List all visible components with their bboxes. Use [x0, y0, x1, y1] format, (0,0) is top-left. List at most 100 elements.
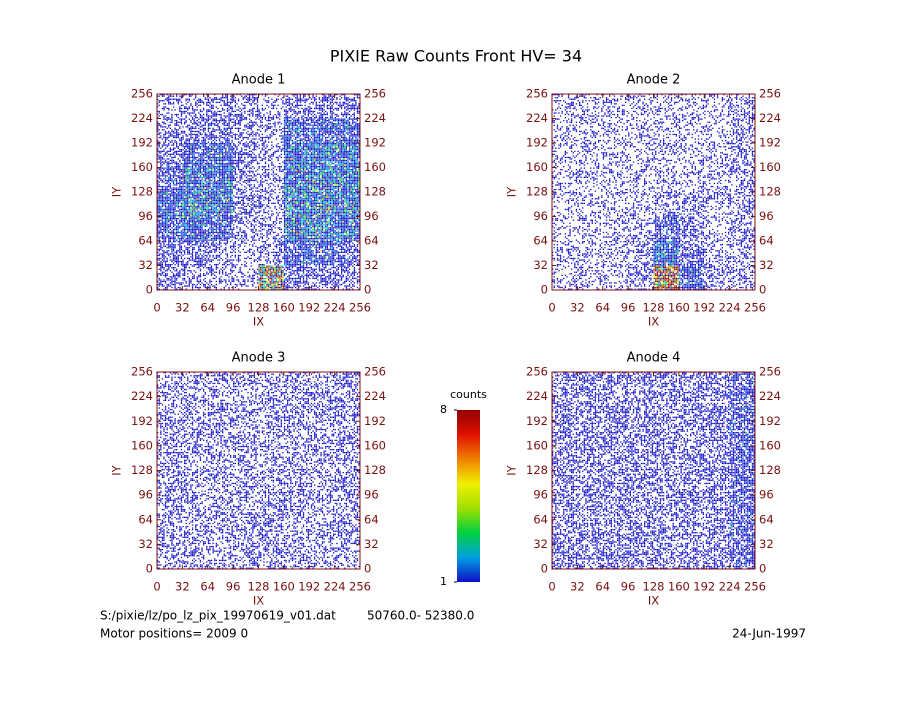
count-pixel [339, 132, 340, 133]
count-pixel [357, 183, 358, 184]
count-pixel [167, 180, 168, 181]
count-pixel [297, 134, 298, 135]
count-pixel [179, 187, 180, 188]
count-pixel [224, 145, 225, 146]
count-pixel [279, 178, 280, 179]
count-pixel [352, 140, 353, 141]
count-pixel [357, 106, 358, 107]
count-pixel [289, 103, 290, 104]
count-pixel [181, 123, 182, 124]
count-pixel [200, 126, 201, 127]
count-pixel [303, 172, 304, 173]
count-pixel [255, 158, 256, 159]
count-pixel [190, 178, 191, 179]
count-pixel [347, 99, 348, 100]
count-pixel [349, 154, 350, 155]
count-pixel [236, 177, 237, 178]
count-pixel [339, 129, 340, 130]
count-pixel [201, 100, 202, 101]
count-pixel [312, 157, 313, 158]
count-pixel [211, 166, 212, 167]
count-pixel [265, 142, 266, 143]
count-pixel [303, 123, 304, 124]
count-pixel [327, 178, 328, 179]
count-pixel [320, 181, 321, 182]
count-pixel [286, 166, 287, 167]
count-pixel [195, 174, 196, 175]
count-pixel [312, 158, 313, 159]
count-pixel [189, 96, 190, 97]
count-pixel [262, 125, 263, 126]
count-pixel [344, 114, 345, 115]
count-pixel [354, 151, 355, 152]
count-pixel [336, 126, 337, 127]
count-pixel [194, 142, 195, 143]
count-pixel [357, 120, 358, 121]
count-pixel [214, 181, 215, 182]
count-pixel [301, 158, 302, 159]
count-pixel [205, 142, 206, 143]
count-pixel [347, 158, 348, 159]
count-pixel [347, 175, 348, 176]
count-pixel [249, 151, 250, 152]
count-pixel [297, 158, 298, 159]
count-pixel [170, 102, 171, 103]
count-pixel [279, 171, 280, 172]
count-pixel [341, 112, 342, 113]
count-pixel [216, 186, 217, 187]
count-pixel [233, 149, 234, 150]
count-pixel [320, 172, 321, 173]
count-pixel [189, 154, 190, 155]
count-pixel [289, 123, 290, 124]
count-pixel [173, 149, 174, 150]
count-pixel [232, 111, 233, 112]
count-pixel [289, 171, 290, 172]
count-pixel [290, 145, 291, 146]
count-pixel [163, 109, 164, 110]
count-pixel [268, 115, 269, 116]
count-pixel [303, 119, 304, 120]
count-pixel [257, 181, 258, 182]
count-pixel [330, 123, 331, 124]
count-pixel [341, 149, 342, 150]
count-pixel [178, 146, 179, 147]
count-pixel [167, 169, 168, 170]
count-pixel [195, 163, 196, 164]
count-pixel [206, 161, 207, 162]
count-pixel [311, 149, 312, 150]
count-pixel [192, 148, 193, 149]
count-pixel [343, 138, 344, 139]
count-pixel [190, 96, 191, 97]
count-pixel [195, 115, 196, 116]
count-pixel [273, 146, 274, 147]
count-pixel [341, 146, 342, 147]
count-pixel [338, 163, 339, 164]
count-pixel [213, 134, 214, 135]
count-pixel [341, 145, 342, 146]
count-pixel [312, 183, 313, 184]
count-pixel [205, 99, 206, 100]
count-pixel [286, 111, 287, 112]
count-pixel [319, 177, 320, 178]
count-pixel [257, 105, 258, 106]
count-pixel [186, 134, 187, 135]
count-pixel [162, 158, 163, 159]
count-pixel [179, 166, 180, 167]
count-pixel [312, 126, 313, 127]
count-pixel [309, 181, 310, 182]
count-pixel [163, 142, 164, 143]
count-pixel [290, 134, 291, 135]
count-pixel [259, 186, 260, 187]
count-pixel [352, 157, 353, 158]
count-pixel [195, 183, 196, 184]
count-pixel [265, 180, 266, 181]
count-pixel [208, 180, 209, 181]
count-pixel [192, 131, 193, 132]
count-pixel [159, 125, 160, 126]
count-pixel [319, 175, 320, 176]
count-pixel [333, 128, 334, 129]
count-pixel [325, 172, 326, 173]
count-pixel [349, 126, 350, 127]
count-pixel [251, 145, 252, 146]
count-pixel [220, 129, 221, 130]
